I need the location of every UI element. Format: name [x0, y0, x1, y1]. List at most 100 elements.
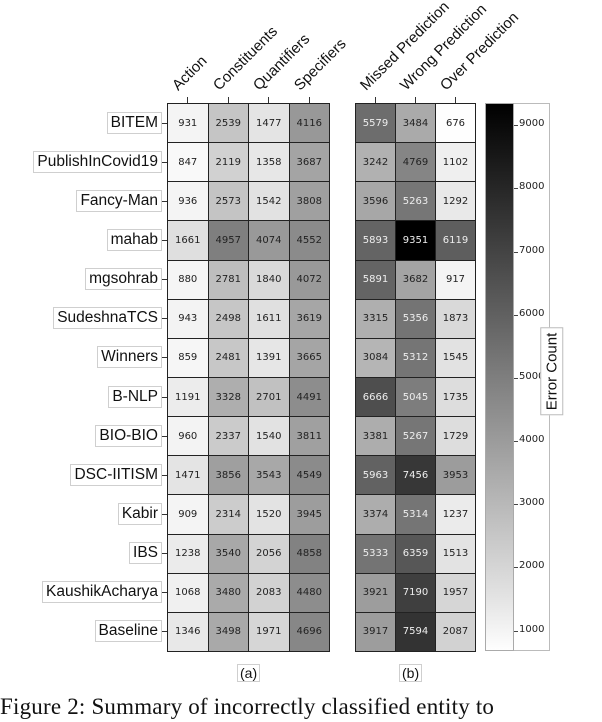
heatmap-cell: 4696 — [288, 611, 330, 652]
row-tick — [162, 474, 167, 476]
heatmap-cell: 1840 — [248, 259, 290, 300]
colorbar-tick — [514, 441, 518, 443]
row-label-wrap: mahab — [0, 229, 162, 251]
heatmap-cell: 960 — [167, 416, 209, 457]
heatmap-cell: 1661 — [167, 220, 209, 261]
colorbar-tick-label: 5000 — [519, 370, 545, 382]
heatmap-cell: 7456 — [395, 455, 436, 496]
heatmap-cell: 880 — [167, 259, 209, 300]
heatmap-cell: 3315 — [355, 298, 396, 339]
colorbar-tick-label: 4000 — [519, 434, 545, 446]
column-label: Action — [169, 52, 211, 94]
heatmap-cell: 3543 — [248, 455, 290, 496]
heatmap-cell: 4552 — [288, 220, 330, 261]
heatmap-cell: 2539 — [207, 103, 249, 144]
heatmap-cell: 5579 — [355, 103, 396, 144]
colorbar-tick — [514, 377, 518, 379]
heatmap-cell: 5312 — [395, 337, 436, 378]
colorbar-tick-label: 6000 — [519, 307, 545, 319]
heatmap-cell: 2087 — [435, 611, 476, 652]
colorbar-title: Error Count — [540, 327, 564, 416]
heatmap-cell: 5314 — [395, 494, 436, 535]
column-tick — [308, 97, 310, 103]
heatmap-cell: 3540 — [207, 533, 249, 574]
colorbar-tick — [514, 504, 518, 506]
row-label-wrap: Winners — [0, 346, 162, 369]
heatmap-cell: 1611 — [248, 298, 290, 339]
row-label-wrap: Fancy-Man — [0, 189, 162, 212]
figure-caption: Figure 2: Summary of incorrectly classif… — [0, 694, 495, 719]
heatmap-cell: 1292 — [435, 181, 476, 222]
heatmap-cell: 6119 — [435, 220, 476, 261]
heatmap-cell: 5045 — [395, 377, 436, 418]
heatmap-cell: 3945 — [288, 494, 330, 535]
row-tick — [162, 318, 167, 320]
heatmap-cell: 4957 — [207, 220, 249, 261]
heatmap-cell: 5263 — [395, 181, 436, 222]
colorbar-tick-label: 1000 — [519, 623, 545, 635]
colorbar-tick — [514, 188, 518, 190]
row-tick — [162, 161, 167, 163]
heatmap-cell: 2119 — [207, 142, 249, 183]
row-label: Baseline — [94, 620, 162, 643]
heatmap-cell: 1238 — [167, 533, 209, 574]
colorbar-tick — [514, 125, 518, 127]
panel-b-label: (b) — [399, 664, 423, 682]
heatmap-cell: 909 — [167, 494, 209, 535]
colorbar-tick-label: 2000 — [519, 560, 545, 572]
heatmap-cell: 1520 — [248, 494, 290, 535]
colorbar-tick-label: 8000 — [519, 181, 545, 193]
heatmap-cell: 4491 — [288, 377, 330, 418]
row-label-wrap: Baseline — [0, 620, 162, 643]
row-tick — [162, 279, 167, 281]
row-label-wrap: SudeshnaTCS — [0, 307, 162, 330]
heatmap-cell: 1545 — [435, 337, 476, 378]
heatmap-cell: 931 — [167, 103, 209, 144]
row-label: SudeshnaTCS — [53, 307, 162, 330]
heatmap-cell: 1957 — [435, 572, 476, 613]
heatmap-cell: 3953 — [435, 455, 476, 496]
heatmap-cell: 1542 — [248, 181, 290, 222]
heatmap-cell: 3665 — [288, 337, 330, 378]
heatmap-cell: 1346 — [167, 611, 209, 652]
row-label-wrap: mgsohrab — [0, 268, 162, 291]
column-tick — [455, 97, 456, 103]
heatmap-cell: 3328 — [207, 377, 249, 418]
row-label: BITEM — [106, 111, 162, 134]
row-label: mahab — [106, 229, 162, 251]
row-tick — [162, 200, 167, 202]
heatmap-cell: 3374 — [355, 494, 396, 535]
heatmap-cell: 3811 — [288, 416, 330, 457]
row-label: KaushikAcharya — [41, 581, 162, 604]
heatmap-cell: 4549 — [288, 455, 330, 496]
colorbar-tick — [514, 630, 518, 632]
heatmap-cell: 4072 — [288, 259, 330, 300]
heatmap-cell: 936 — [167, 181, 209, 222]
heatmap-cell: 4480 — [288, 572, 330, 613]
row-label: Kabir — [117, 503, 162, 525]
heatmap-cell: 1873 — [435, 298, 476, 339]
heatmap-cell: 1477 — [248, 103, 290, 144]
heatmap-cell: 2056 — [248, 533, 290, 574]
heatmap-cell: 1102 — [435, 142, 476, 183]
heatmap-cell: 9351 — [395, 220, 436, 261]
row-label-wrap: PublishInCovid19 — [0, 150, 162, 173]
row-label: B-NLP — [108, 385, 162, 408]
colorbar-tick — [514, 251, 518, 253]
row-tick — [162, 592, 167, 594]
heatmap-cell: 2083 — [248, 572, 290, 613]
row-label-wrap: KaushikAcharya — [0, 581, 162, 604]
heatmap-cell: 5893 — [355, 220, 396, 261]
heatmap-cell: 6666 — [355, 377, 396, 418]
heatmap-cell: 2498 — [207, 298, 249, 339]
heatmap-cell: 2781 — [207, 259, 249, 300]
row-label: BIO-BIO — [95, 424, 162, 447]
row-label: mgsohrab — [85, 268, 162, 291]
heatmap-cell: 3381 — [355, 416, 396, 457]
heatmap-cell: 3480 — [207, 572, 249, 613]
row-tick — [162, 240, 167, 241]
heatmap-cell: 943 — [167, 298, 209, 339]
heatmap-cell: 3856 — [207, 455, 249, 496]
heatmap-cell: 4769 — [395, 142, 436, 183]
colorbar-tick-label: 9000 — [519, 118, 545, 130]
